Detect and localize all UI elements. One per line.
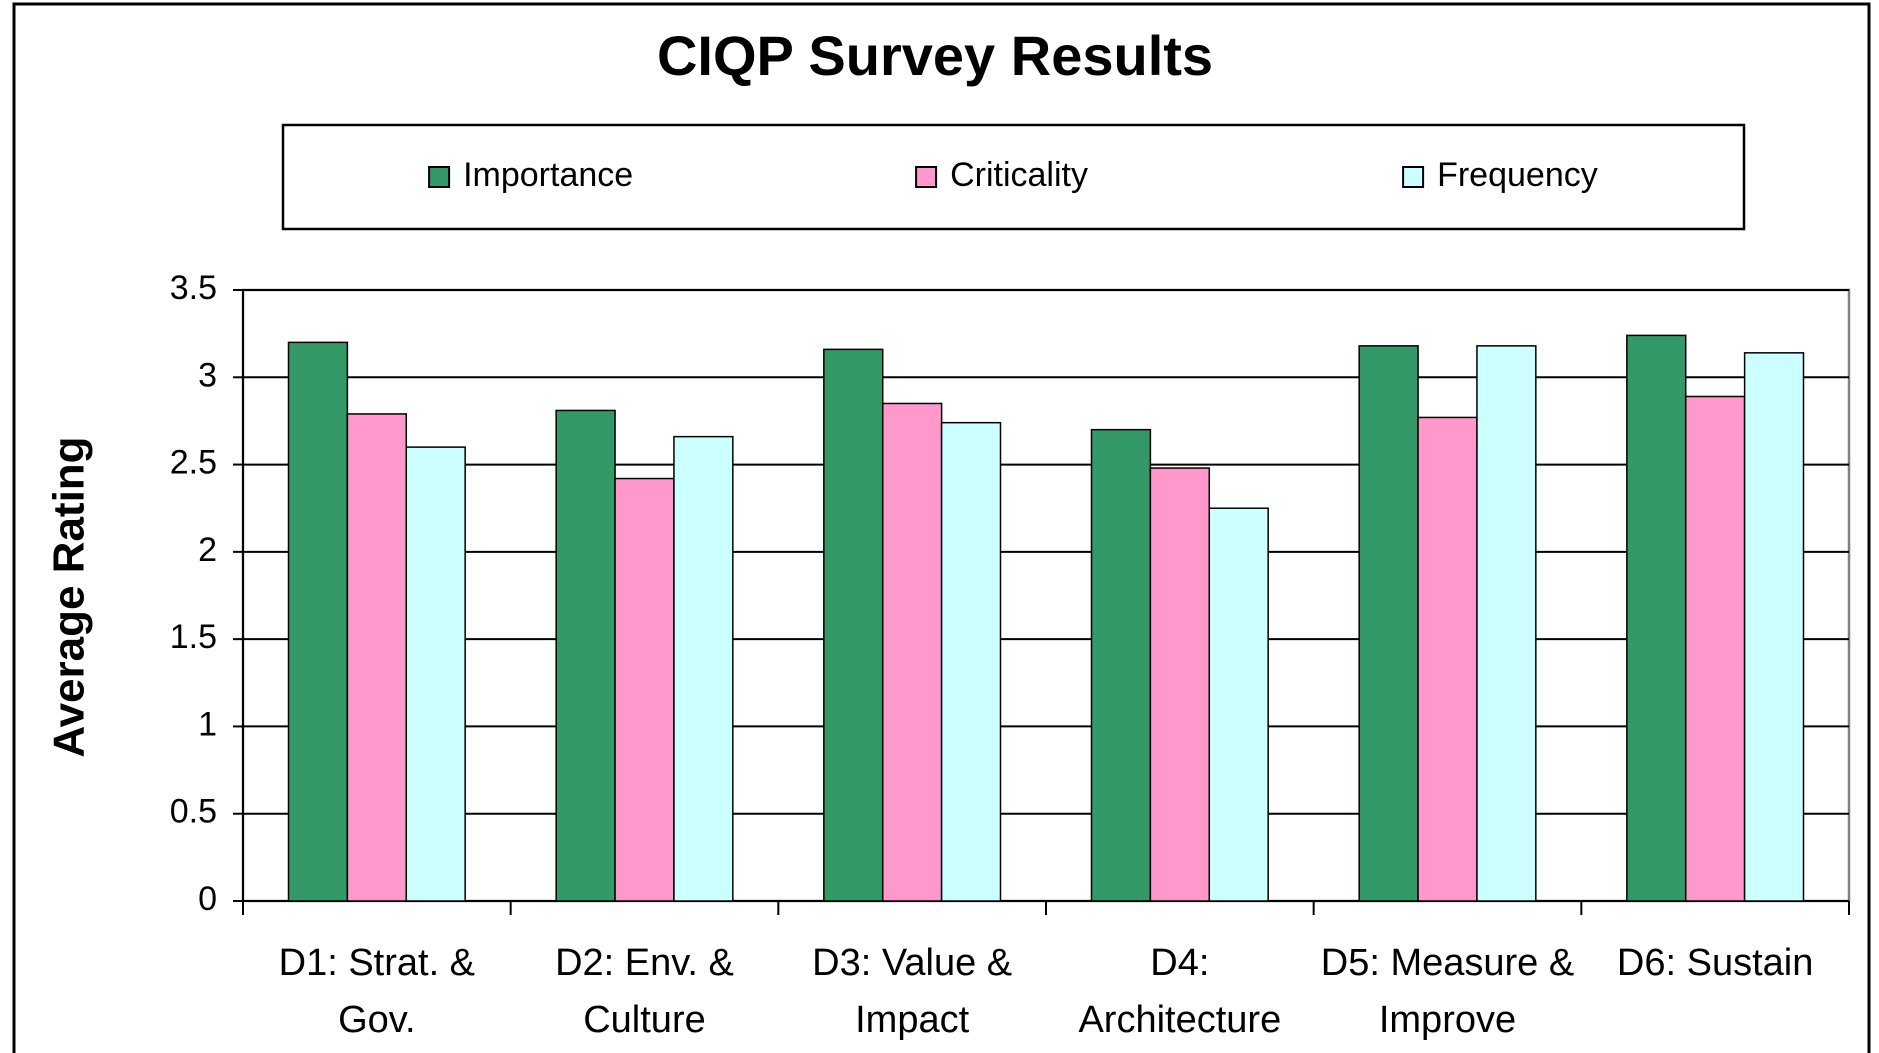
bar [614,477,675,902]
bar [881,402,943,902]
y-tick-label: 2 [198,531,217,569]
x-tick-label: D6: Sustain [1616,942,1814,984]
bar [555,409,616,902]
bar [1358,345,1419,902]
legend-label: Criticality [950,156,1088,194]
bar [1208,507,1269,902]
bar [346,413,408,902]
chart-title: CIQP Survey Results [657,24,1213,87]
bar [1149,467,1211,902]
bar [1090,428,1152,902]
bar [673,435,734,902]
x-tick-label: D5: Measure & Improve [1320,942,1575,1041]
bar [405,446,466,902]
y-tick-label: 2.5 [170,444,217,482]
y-tick-label: 3.5 [170,269,217,307]
legend-swatch [915,166,938,188]
legend-swatch [428,166,451,188]
legend-box [281,123,1746,231]
y-tick-label: 1 [198,705,217,743]
legend-label: Importance [463,156,633,194]
x-tick-label: D4: Architecture [1078,942,1282,1041]
y-tick-label: 3 [198,356,217,394]
bar [1476,345,1537,902]
bar [1684,395,1746,902]
bar [1417,416,1478,902]
legend-label: Frequency [1437,156,1598,194]
y-tick-label: 1.5 [170,618,217,656]
x-tick-label: D3: Value & Impact [812,942,1013,1041]
bar [823,348,884,902]
bar [1743,352,1805,902]
plot-area [241,288,1851,903]
bar [940,421,1002,902]
x-tick-label: D1: Strat. & Gov. [278,942,476,1041]
y-axis-title: Average Rating [45,436,94,757]
bar [287,341,349,902]
x-tick-label: D2: Env. & Culture [555,942,734,1041]
bar [1626,334,1687,902]
legend-swatch [1402,166,1425,188]
chart-border [12,2,1871,1053]
y-tick-label: 0.5 [170,793,217,831]
y-tick-label: 0 [198,880,217,918]
